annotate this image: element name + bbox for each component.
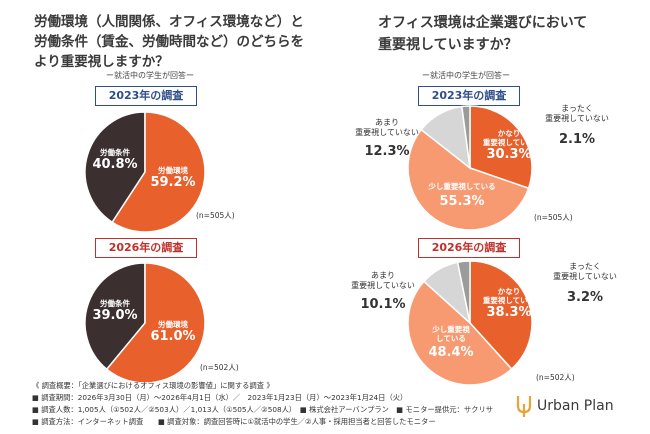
slice-name-line: 重要視している (482, 296, 536, 305)
slice-label-sukoshi-2023: 少し重要視している 55.3% (422, 182, 502, 209)
left-respondent-note: ー就活中の学生が回答ー (106, 71, 194, 80)
slice-value: 12.3% (364, 144, 410, 159)
slice-value: 39.0% (92, 308, 138, 323)
slice-label-environment-2023: 労働環境 59.2% (148, 166, 198, 190)
slice-name: 労働条件 (100, 299, 130, 308)
pie-slice-conditions-2026 (84, 262, 146, 371)
slice-name-line: 重要視している (482, 138, 536, 147)
slice-name-line: かなり (497, 287, 521, 296)
slice-label-mattaku-2023: まったく 重要視していない 2.1% (540, 104, 614, 147)
slice-name: 労働環境 (158, 320, 188, 329)
pie-slice-kanari-2023 (469, 105, 533, 190)
slice-name-line: している (436, 334, 466, 343)
slice-name-line: まったく (561, 104, 593, 113)
slice-label-mattaku-2026: まったく 重要視していない 3.2% (548, 262, 622, 305)
urban-plan-logo: Urban Plan (516, 394, 614, 418)
n-label-left-2023: (n=505人) (196, 211, 235, 220)
pie-slice-mattaku-2023 (461, 105, 471, 169)
slice-name-line: あまり (375, 118, 399, 127)
footer-line: ■ 調査人数：1,005人（①502人／②503人）／1,013人（①505人／… (32, 405, 494, 414)
slice-label-amari-2026: あまり 重要視していない 10.1% (348, 271, 418, 312)
slice-label-environment-2026: 労働環境 61.0% (148, 320, 198, 344)
slice-name: 労働条件 (100, 148, 130, 157)
footer-line: ■ 調査方法：インターネット調査 ■ 調査対象：調査回答時に①就活中の学生／②人… (32, 417, 436, 426)
year-badge-2026-left: 2026年の調査 (95, 238, 197, 258)
left-question-line: 労働条件（賃金、労働時間など）のどちらを (34, 34, 304, 50)
right-question: オフィス環境は企業選びにおいて 重要視していますか？ (378, 12, 587, 56)
slice-value: 61.0% (150, 329, 196, 344)
year-badge-2026-right: 2026年の調査 (418, 238, 520, 258)
slice-label-conditions-2026: 労働条件 39.0% (90, 299, 140, 323)
right-question-line: 重要視していますか？ (378, 37, 518, 53)
pie-slice-kanari-2026 (469, 260, 533, 371)
slice-label-kanari-2026: かなり 重要視している 38.3% (478, 287, 540, 320)
slice-value: 55.3% (439, 194, 485, 209)
n-label-right-2023: (n=505人) (534, 213, 573, 222)
pie-slice-sukoshi-2023 (407, 128, 530, 231)
slice-name-line: まったく (569, 262, 601, 271)
slice-value: 40.8% (92, 157, 138, 172)
survey-footer: 《 調査概要：「企業選びにおけるオフィス環境の影響値」に関する調査 》 ■ 調査… (32, 380, 493, 428)
pie-slice-mattaku-2026 (456, 260, 471, 324)
slice-name-line: 重要視していない (553, 272, 617, 281)
pie-slice-sukoshi-2026 (407, 280, 513, 386)
left-question: 労働環境（人間関係、オフィス環境など）と 労働条件（賃金、労働時間など）のどちら… (34, 12, 304, 72)
pie-slice-environment-2023 (111, 111, 206, 233)
slice-name-line: 重要視していない (351, 281, 415, 290)
slice-name-line: 重要視していない (545, 114, 609, 123)
footer-line: ■ 調査期間：2026年3月30日（月）～2026年4月1日（水）／ 2023年… (32, 393, 408, 402)
slice-label-sukoshi-2026: 少し重要視 している 48.4% (420, 325, 482, 360)
logo-text: Urban Plan (537, 398, 614, 414)
slice-value: 59.2% (150, 175, 196, 190)
slice-name-line: 少し重要視 (432, 325, 470, 334)
slice-value: 10.1% (360, 297, 406, 312)
slice-value: 30.3% (486, 147, 532, 162)
pie-slice-environment-2026 (105, 262, 206, 384)
slice-label-kanari-2023: かなり 重要視している 30.3% (478, 129, 540, 162)
year-badge-2023-left: 2023年の調査 (95, 86, 197, 106)
slice-label-amari-2023: あまり 重要視していない 12.3% (352, 118, 422, 159)
slice-name-line: あまり (371, 271, 395, 280)
slice-value: 2.1% (558, 132, 596, 147)
slice-name: 労働環境 (158, 166, 188, 175)
slice-value: 48.4% (428, 345, 474, 360)
slice-value: 3.2% (566, 290, 604, 305)
right-question-line: オフィス環境は企業選びにおいて (378, 15, 588, 31)
n-label-left-2026: (n=502人) (200, 363, 239, 372)
left-question-line: 労働環境（人間関係、オフィス環境など）と (34, 14, 304, 30)
right-respondent-note: ー就活中の学生が回答ー (422, 71, 510, 80)
slice-name-line: 重要視していない (355, 128, 419, 137)
slice-name-line: 少し重要視している (428, 182, 496, 191)
slice-name-line: かなり (497, 129, 521, 138)
n-label-right-2026: (n=502人) (536, 373, 575, 382)
slice-label-conditions-2023: 労働条件 40.8% (90, 148, 140, 172)
slice-value: 38.3% (486, 305, 532, 320)
year-badge-2023-right: 2023年の調査 (418, 86, 520, 106)
logo-mark-icon (516, 396, 532, 417)
left-question-line: より重要視しますか？ (34, 54, 169, 70)
footer-line: 《 調査概要：「企業選びにおけるオフィス環境の影響値」に関する調査 》 (32, 381, 274, 390)
